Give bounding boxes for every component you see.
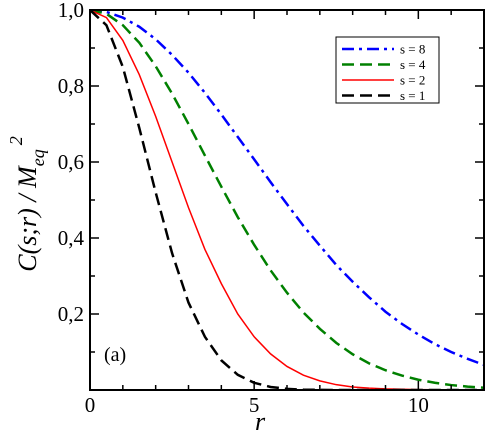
x-tick-label: 5 [249,393,260,417]
y-axis-label: C(s;r) / Meq2 [6,136,48,271]
ticks-layer: 0 5 10 0,2 0,4 0,6 0,8 1,0 [58,0,485,417]
x-tick-label: 0 [85,393,96,417]
legend-label-3: s = 2 [400,73,425,88]
legend: s = 8s = 4s = 2s = 1 [342,42,426,103]
y-tick-label: 0,6 [58,150,84,174]
y-axis-label-sub: eq [28,149,48,166]
series-line-2 [90,10,484,389]
y-tick-label: 0,8 [58,74,84,98]
legend-label-1: s = 8 [400,42,425,57]
y-tick-label: 0,4 [58,226,85,250]
y-axis-label-sup: 2 [6,136,26,145]
y-axis-label-main: C(s;r) / M [13,165,42,272]
x-axis-label: r [255,407,266,433]
series-line-1 [90,10,484,367]
panel-label: (a) [104,344,126,366]
y-tick-label: 0,2 [58,302,84,326]
legend-label-4: s = 1 [400,88,425,103]
legend-label-2: s = 4 [400,57,426,72]
y-tick-label: 1,0 [58,0,84,22]
x-tick-label: 10 [408,393,429,417]
